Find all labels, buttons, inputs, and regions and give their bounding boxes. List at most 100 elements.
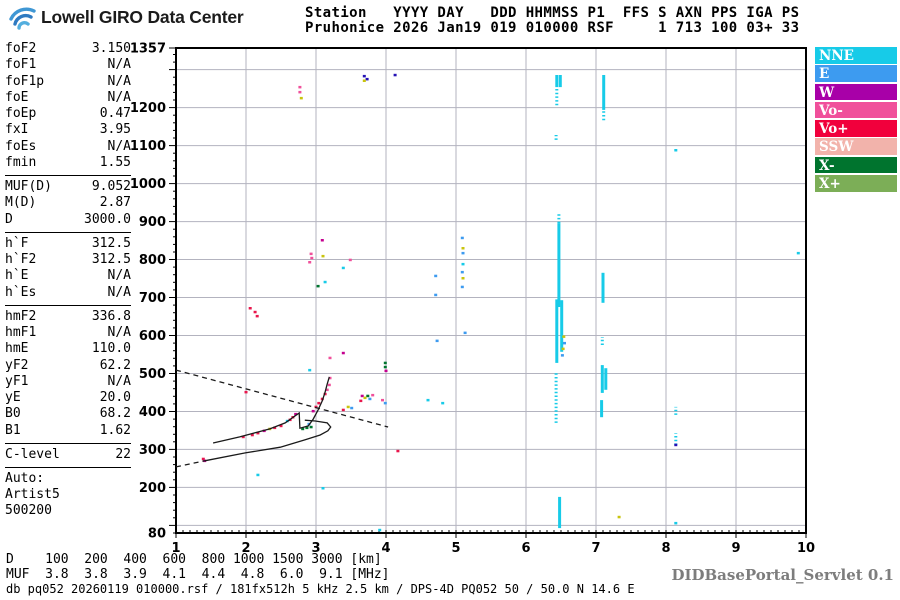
d-muf-table: D 100 200 400 600 800 1000 1500 3000 [km… [6, 552, 390, 582]
param-row-mufd: MUF(D) 9.052 [5, 179, 131, 195]
param-row-yf2: yF2 62.2 [5, 358, 131, 374]
param-label: h`E [5, 268, 29, 284]
auto-scaler-line: 500200 [5, 503, 52, 518]
param-value: N/A [107, 325, 131, 340]
param-row-foe: foE N/A [5, 90, 131, 106]
legend-item-e: E [815, 65, 897, 82]
param-value: 22 [115, 446, 131, 462]
param-value: 1.55 [99, 154, 131, 170]
legend-item-vo: Vo+ [815, 120, 897, 137]
svg-text:1357: 1357 [130, 42, 166, 57]
svg-text:1100: 1100 [130, 139, 166, 154]
param-value: 68.2 [99, 406, 131, 422]
param-label: foEp [5, 106, 37, 121]
legend-item-x: X+ [815, 174, 897, 192]
parameter-panel: foF2 3.150 foF1 N/A foF1p N/A foE N/A foEp 0.47 fx… [5, 41, 131, 519]
param-row-foep: foEp 0.47 [5, 106, 131, 122]
param-row-he: h`E N/A [5, 268, 131, 284]
svg-text:800: 800 [139, 253, 166, 268]
param-row-fof2: foF2 3.150 [5, 41, 131, 57]
separator [5, 231, 131, 233]
ionogram-canvas: 1357120011001000900800700600500400300200… [130, 42, 815, 557]
param-row-yf1: yF1 N/A [5, 374, 131, 390]
separator [5, 467, 131, 468]
svg-text:200: 200 [139, 481, 166, 496]
param-value: 3.95 [99, 122, 131, 138]
echo-layer [201, 73, 800, 532]
param-label: foF2 [5, 41, 37, 56]
separator [5, 442, 131, 444]
axis-label-layer: 1357120011001000900800700600500400300200… [130, 42, 815, 557]
param-value: 312.5 [91, 252, 131, 267]
param-label: MUF(D) [5, 179, 52, 194]
param-label: yE [5, 390, 21, 405]
param-row-b1: B1 1.62 [5, 423, 131, 439]
legend-item-x: X- [815, 156, 897, 174]
param-row-foes: foEs N/A [5, 139, 131, 155]
param-value: 3.150 [91, 41, 131, 56]
trace-layer [175, 369, 389, 468]
param-label: h`Es [5, 284, 37, 300]
svg-text:8: 8 [661, 541, 670, 555]
param-label: C-level [5, 446, 60, 462]
param-value: N/A [107, 57, 131, 73]
param-label: h`F2 [5, 252, 37, 267]
param-label: hmE [5, 341, 29, 357]
svg-text:700: 700 [139, 291, 166, 306]
ionogram-plot[interactable]: 1357 1200 1100 1000 900 800 700 600 500 400 300 200… [130, 40, 830, 557]
legend-item-nne: NNE [815, 47, 897, 64]
param-row-hes: h`Es N/A [5, 285, 131, 301]
param-label: fxI [5, 122, 29, 138]
param-label: foF1 [5, 57, 37, 73]
param-label: h`F [5, 235, 29, 251]
svg-text:2: 2 [241, 541, 250, 555]
param-label: foF1p [5, 73, 45, 89]
param-value: 0.47 [99, 106, 131, 121]
svg-text:400: 400 [139, 405, 166, 420]
servlet-version-label: DIDBasePortal_Servlet 0.1 [671, 566, 894, 584]
param-row-fmin: fmin 1.55 [5, 155, 131, 171]
param-label: foE [5, 89, 29, 105]
station-header: Station YYYY DAY DDD HHMMSS P1 FFS S AXN… [305, 5, 800, 36]
param-value: 9.052 [91, 179, 131, 194]
legend-item-w: W [815, 83, 897, 101]
svg-text:80: 80 [148, 527, 166, 542]
param-value: N/A [107, 138, 131, 154]
auto-scaler-line: Artist5 [5, 487, 60, 502]
legend-item-ssw: SSW [815, 138, 897, 155]
svg-text:3: 3 [311, 541, 320, 555]
param-value: 1.62 [99, 422, 131, 438]
separator [5, 304, 131, 306]
svg-text:900: 900 [139, 215, 166, 230]
svg-text:5: 5 [451, 541, 460, 555]
param-label: yF2 [5, 357, 29, 373]
svg-text:10: 10 [797, 541, 815, 555]
svg-text:6: 6 [521, 541, 530, 555]
param-label: M(D) [5, 195, 37, 211]
giro-wave-icon [9, 7, 36, 30]
param-value: N/A [107, 89, 131, 105]
param-row-hf: h`F 312.5 [5, 236, 131, 252]
param-row-hme: hmE 110.0 [5, 341, 131, 357]
param-value: N/A [107, 268, 131, 284]
param-value: N/A [107, 73, 131, 89]
param-row-fof1: foF1 N/A [5, 57, 131, 73]
param-value: 110.0 [91, 341, 131, 357]
plot-frame [175, 47, 807, 534]
param-value: 20.0 [99, 390, 131, 405]
svg-text:300: 300 [139, 443, 166, 458]
param-value: N/A [107, 373, 131, 389]
param-row-md: M(D) 2.87 [5, 195, 131, 211]
param-row-ye: yE 20.0 [5, 390, 131, 406]
logo-text: Lowell GIRO Data Center [41, 6, 244, 27]
app-logo: Lowell GIRO Data Center [8, 4, 244, 30]
param-row-fxi: fxI 3.95 [5, 122, 131, 138]
svg-text:1200: 1200 [130, 101, 166, 116]
param-label: B1 [5, 422, 21, 438]
param-value: 3000.0 [84, 211, 131, 227]
param-label: D [5, 211, 13, 227]
svg-text:4: 4 [381, 541, 390, 555]
param-label: yF1 [5, 373, 29, 389]
svg-text:7: 7 [591, 541, 600, 555]
param-row-clevel: C-level 22 [5, 447, 131, 463]
